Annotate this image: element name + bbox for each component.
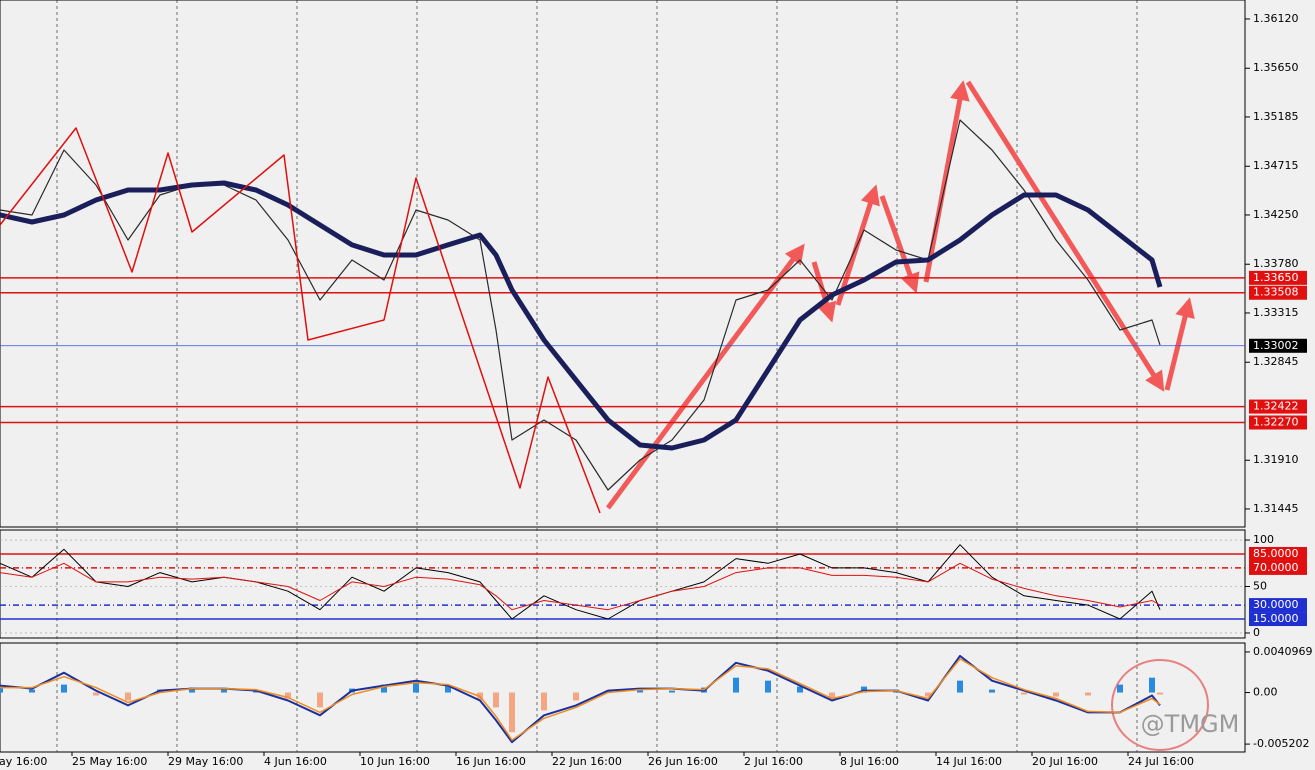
- level-label-box: [1249, 270, 1307, 285]
- histogram-bar: [509, 692, 515, 733]
- histogram-bar: [541, 692, 547, 711]
- y-tick-label: -0.005202: [1253, 737, 1309, 750]
- level-label: 70.0000: [1253, 561, 1299, 574]
- y-tick-label: 1.33780: [1253, 257, 1299, 270]
- x-tick-label: 8 Jul 16:00: [840, 755, 899, 768]
- highlight-circle: [1111, 659, 1209, 751]
- level-label: 1.33508: [1253, 286, 1299, 299]
- level-label: 1.32270: [1253, 416, 1299, 429]
- level-label: 15.0000: [1253, 612, 1299, 625]
- level-label-box: [1249, 285, 1307, 300]
- y-tick-label: 1.31910: [1253, 453, 1299, 466]
- histogram-bar: [1053, 692, 1059, 697]
- histogram-bar: [413, 682, 419, 693]
- watermark: @TMGM: [1141, 710, 1240, 738]
- histogram-bar: [669, 690, 675, 693]
- histogram-bar: [317, 692, 323, 708]
- x-tick-label: 14 Jul 16:00: [936, 755, 1002, 768]
- y-tick-label: 0: [1253, 626, 1260, 639]
- series-line: [0, 127, 601, 514]
- histogram-bar: [573, 692, 579, 701]
- histogram-bar: [733, 677, 739, 693]
- y-tick-label: 1.31445: [1253, 502, 1299, 515]
- histogram-bar: [861, 686, 867, 693]
- arrow: [1164, 297, 1195, 391]
- x-tick-label: 24 Jul 16:00: [1128, 755, 1194, 768]
- histogram-bar: [797, 686, 803, 693]
- histogram-bar: [1085, 692, 1091, 696]
- level-label: 30.0000: [1253, 598, 1299, 611]
- histogram-bar: [989, 689, 995, 693]
- y-tick-label: 50: [1253, 580, 1267, 593]
- histogram-bar: [637, 689, 643, 693]
- histogram-bar: [925, 692, 931, 697]
- series-line: [0, 562, 1161, 611]
- histogram-bar: [29, 689, 35, 693]
- arrow: [811, 261, 837, 323]
- histogram-bar: [1149, 677, 1155, 693]
- level-label: 85.0000: [1253, 547, 1299, 560]
- level-label-box: [1249, 415, 1307, 430]
- histogram-bar: [445, 685, 451, 693]
- histogram-bar: [93, 692, 99, 696]
- price-panel: [0, 0, 1246, 528]
- series-line: [0, 180, 1163, 451]
- histogram-bar: [1021, 692, 1027, 695]
- x-tick-label: 21 May 16:00: [0, 755, 47, 768]
- histogram-bar: [1117, 684, 1123, 693]
- level-label-box: [1249, 598, 1307, 613]
- histogram-bar: [0, 687, 3, 693]
- arrow: [879, 195, 920, 294]
- level-label: 1.33650: [1253, 271, 1299, 284]
- macd-panel: [0, 642, 1246, 753]
- histogram-bar: [765, 680, 771, 693]
- y-tick-label: 1.35650: [1253, 61, 1299, 74]
- x-tick-label: 25 May 16:00: [72, 755, 147, 768]
- y-tick-label: 0.00: [1253, 686, 1278, 699]
- x-tick-label: 16 Jun 16:00: [456, 755, 526, 768]
- y-tick-label: 1.32845: [1253, 355, 1299, 368]
- x-tick-label: 4 Jun 16:00: [264, 755, 327, 768]
- x-tick-label: 20 Jul 16:00: [1032, 755, 1098, 768]
- oscillator-panel: [0, 529, 1246, 639]
- level-label: 1.32422: [1253, 400, 1299, 413]
- histogram-bar: [1157, 692, 1163, 695]
- histogram-bar: [493, 692, 499, 708]
- series-line: [0, 544, 1161, 620]
- x-tick-label: 2 Jul 16:00: [744, 755, 803, 768]
- level-label-box: [1249, 546, 1307, 561]
- y-tick-label: 1.34715: [1253, 159, 1299, 172]
- x-tick-label: 26 Jun 16:00: [648, 755, 718, 768]
- x-tick-label: 22 Jun 16:00: [552, 755, 622, 768]
- histogram-bar: [285, 692, 291, 699]
- level-label-box: [1249, 612, 1307, 627]
- y-tick-label: 1.34250: [1253, 208, 1299, 221]
- series-line: [0, 658, 1161, 741]
- period-separators: [56, 0, 1138, 752]
- level-label: 1.33002: [1253, 339, 1299, 352]
- level-label-box: [1249, 338, 1307, 353]
- level-label-box: [1249, 560, 1307, 575]
- y-tick-label: 0.0040969: [1253, 645, 1313, 658]
- y-tick-label: 1.36120: [1253, 12, 1299, 25]
- y-tick-label: 1.33315: [1253, 306, 1299, 319]
- histogram-bar: [61, 684, 67, 693]
- histogram-bar: [957, 680, 963, 693]
- histogram-bar: [189, 687, 195, 693]
- histogram-bar: [829, 692, 835, 699]
- y-tick-label: 100: [1253, 533, 1274, 546]
- arrow: [965, 80, 1165, 392]
- y-tick-label: 1.35185: [1253, 110, 1299, 123]
- level-label-box: [1249, 399, 1307, 414]
- histogram-bar: [221, 688, 227, 693]
- x-tick-label: 10 Jun 16:00: [360, 755, 430, 768]
- arrow: [923, 80, 970, 283]
- histogram-bar: [125, 692, 131, 701]
- histogram-bar: [381, 684, 387, 693]
- x-tick-label: 29 May 16:00: [168, 755, 243, 768]
